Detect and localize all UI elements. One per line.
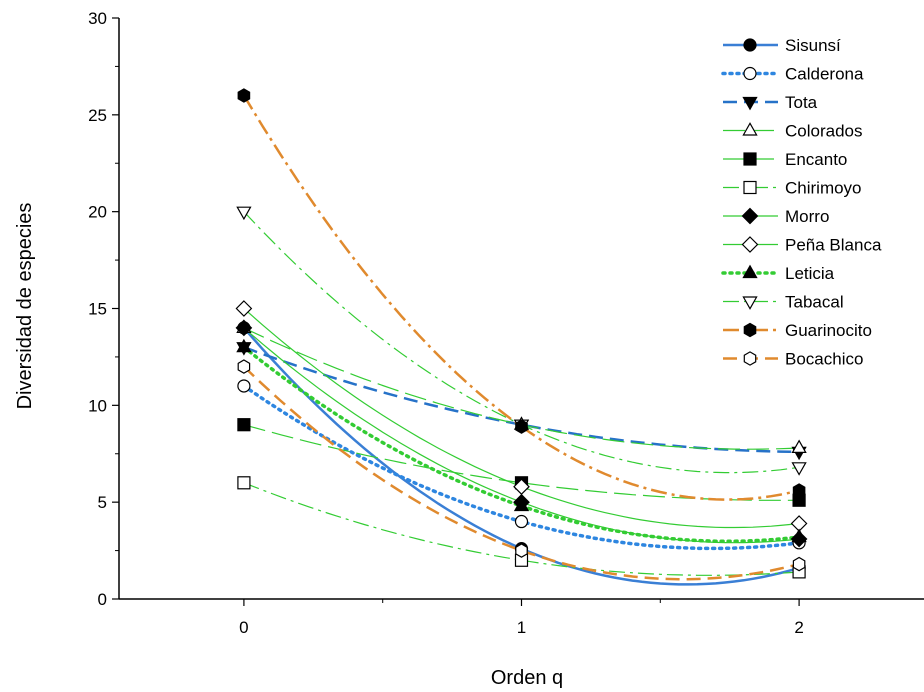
marker-pena-blanca-q1 (513, 478, 530, 496)
legend-marker (742, 96, 758, 111)
x-tick-label: 2 (794, 618, 803, 637)
legend-marker (743, 152, 757, 166)
x-axis-title: Orden q (491, 667, 563, 689)
marker-leticia-q0 (236, 338, 252, 353)
legend-item-sisunsi: Sisunsí (723, 36, 841, 55)
marker-leticia-q1 (513, 497, 530, 512)
y-tick-label: 25 (88, 106, 107, 125)
marker-pena-blanca-q0 (235, 300, 253, 317)
legend-label: Bocachico (785, 350, 863, 369)
legend-label: Sisunsí (785, 36, 841, 55)
y-tick-label: 30 (88, 9, 107, 28)
legend-item-colorados: Colorados (723, 122, 863, 141)
legend-marker (742, 296, 758, 310)
legend-item-leticia: Leticia (721, 264, 835, 283)
marker-leticia-q2 (791, 528, 807, 543)
y-tick-label: 0 (98, 590, 107, 609)
legend-item-guarinocito: Guarinocito (723, 321, 872, 340)
marker-tabacal-q0 (236, 206, 252, 221)
series-line-chirimoyo (243, 482, 800, 576)
marker-guarinocito-q2 (792, 483, 806, 498)
data-markers-layer (235, 88, 808, 579)
legend-marker (742, 264, 758, 279)
legend: Sisunsí Calderona Tota Colorados Encanto Chir… (721, 36, 882, 369)
legend-label: Calderona (785, 65, 864, 84)
legend-marker (743, 351, 757, 366)
legend-item-calderona: Calderona (721, 65, 864, 84)
legend-label: Tota (785, 93, 818, 112)
legend-label: Colorados (785, 122, 863, 141)
legend-marker (743, 322, 757, 338)
legend-item-encanto: Encanto (723, 150, 847, 169)
legend-label: Tabacal (785, 293, 844, 312)
legend-item-tota: Tota (723, 93, 818, 112)
legend-item-chirimoyo: Chirimoyo (723, 179, 862, 198)
legend-marker (743, 180, 757, 195)
y-tick-label: 20 (88, 203, 107, 222)
legend-label: Guarinocito (785, 321, 872, 340)
series-line-encanto (243, 424, 800, 501)
marker-guarinocito-q1 (515, 419, 528, 434)
legend-marker (742, 122, 758, 136)
marker-guarinocito-q0 (237, 88, 251, 103)
series-line-guarinocito (242, 94, 800, 501)
x-tick-label: 1 (517, 618, 526, 637)
legend-marker (743, 66, 757, 81)
legend-label: Leticia (785, 264, 835, 283)
legend-label: Morro (785, 207, 829, 226)
legend-item-pena-blanca: Peña Blanca (723, 236, 882, 255)
legend-label: Encanto (785, 150, 847, 169)
marker-chirimoyo-q0 (237, 476, 251, 490)
marker-colorados-q2 (791, 439, 807, 453)
legend-label: Chirimoyo (785, 179, 862, 198)
marker-bocachico-q1 (515, 543, 528, 558)
legend-marker (743, 38, 757, 52)
y-tick-label: 5 (98, 493, 107, 512)
legend-marker (741, 236, 759, 253)
x-tick-label: 0 (239, 618, 248, 637)
marker-calderona-q1 (514, 514, 529, 529)
marker-tabacal-q2 (791, 462, 807, 476)
marker-calderona-q0 (237, 379, 251, 393)
y-tick-label: 15 (88, 300, 107, 319)
y-axis-title: Diversidad de especies (14, 203, 36, 410)
legend-item-bocachico: Bocachico (723, 350, 863, 369)
series-line-tota (243, 346, 800, 454)
marker-bocachico-q2 (792, 556, 806, 572)
marker-morro-q0 (235, 319, 253, 337)
y-tick-label: 10 (88, 396, 107, 415)
legend-item-tabacal: Tabacal (723, 293, 844, 312)
legend-marker (741, 207, 759, 225)
tick-layer: 0 5 10 15 20 25 30 0 1 2 (88, 9, 804, 637)
legend-item-morro: Morro (723, 207, 829, 226)
marker-encanto-q0 (237, 418, 251, 432)
legend-label: Peña Blanca (785, 236, 882, 255)
marker-bocachico-q0 (237, 359, 251, 374)
